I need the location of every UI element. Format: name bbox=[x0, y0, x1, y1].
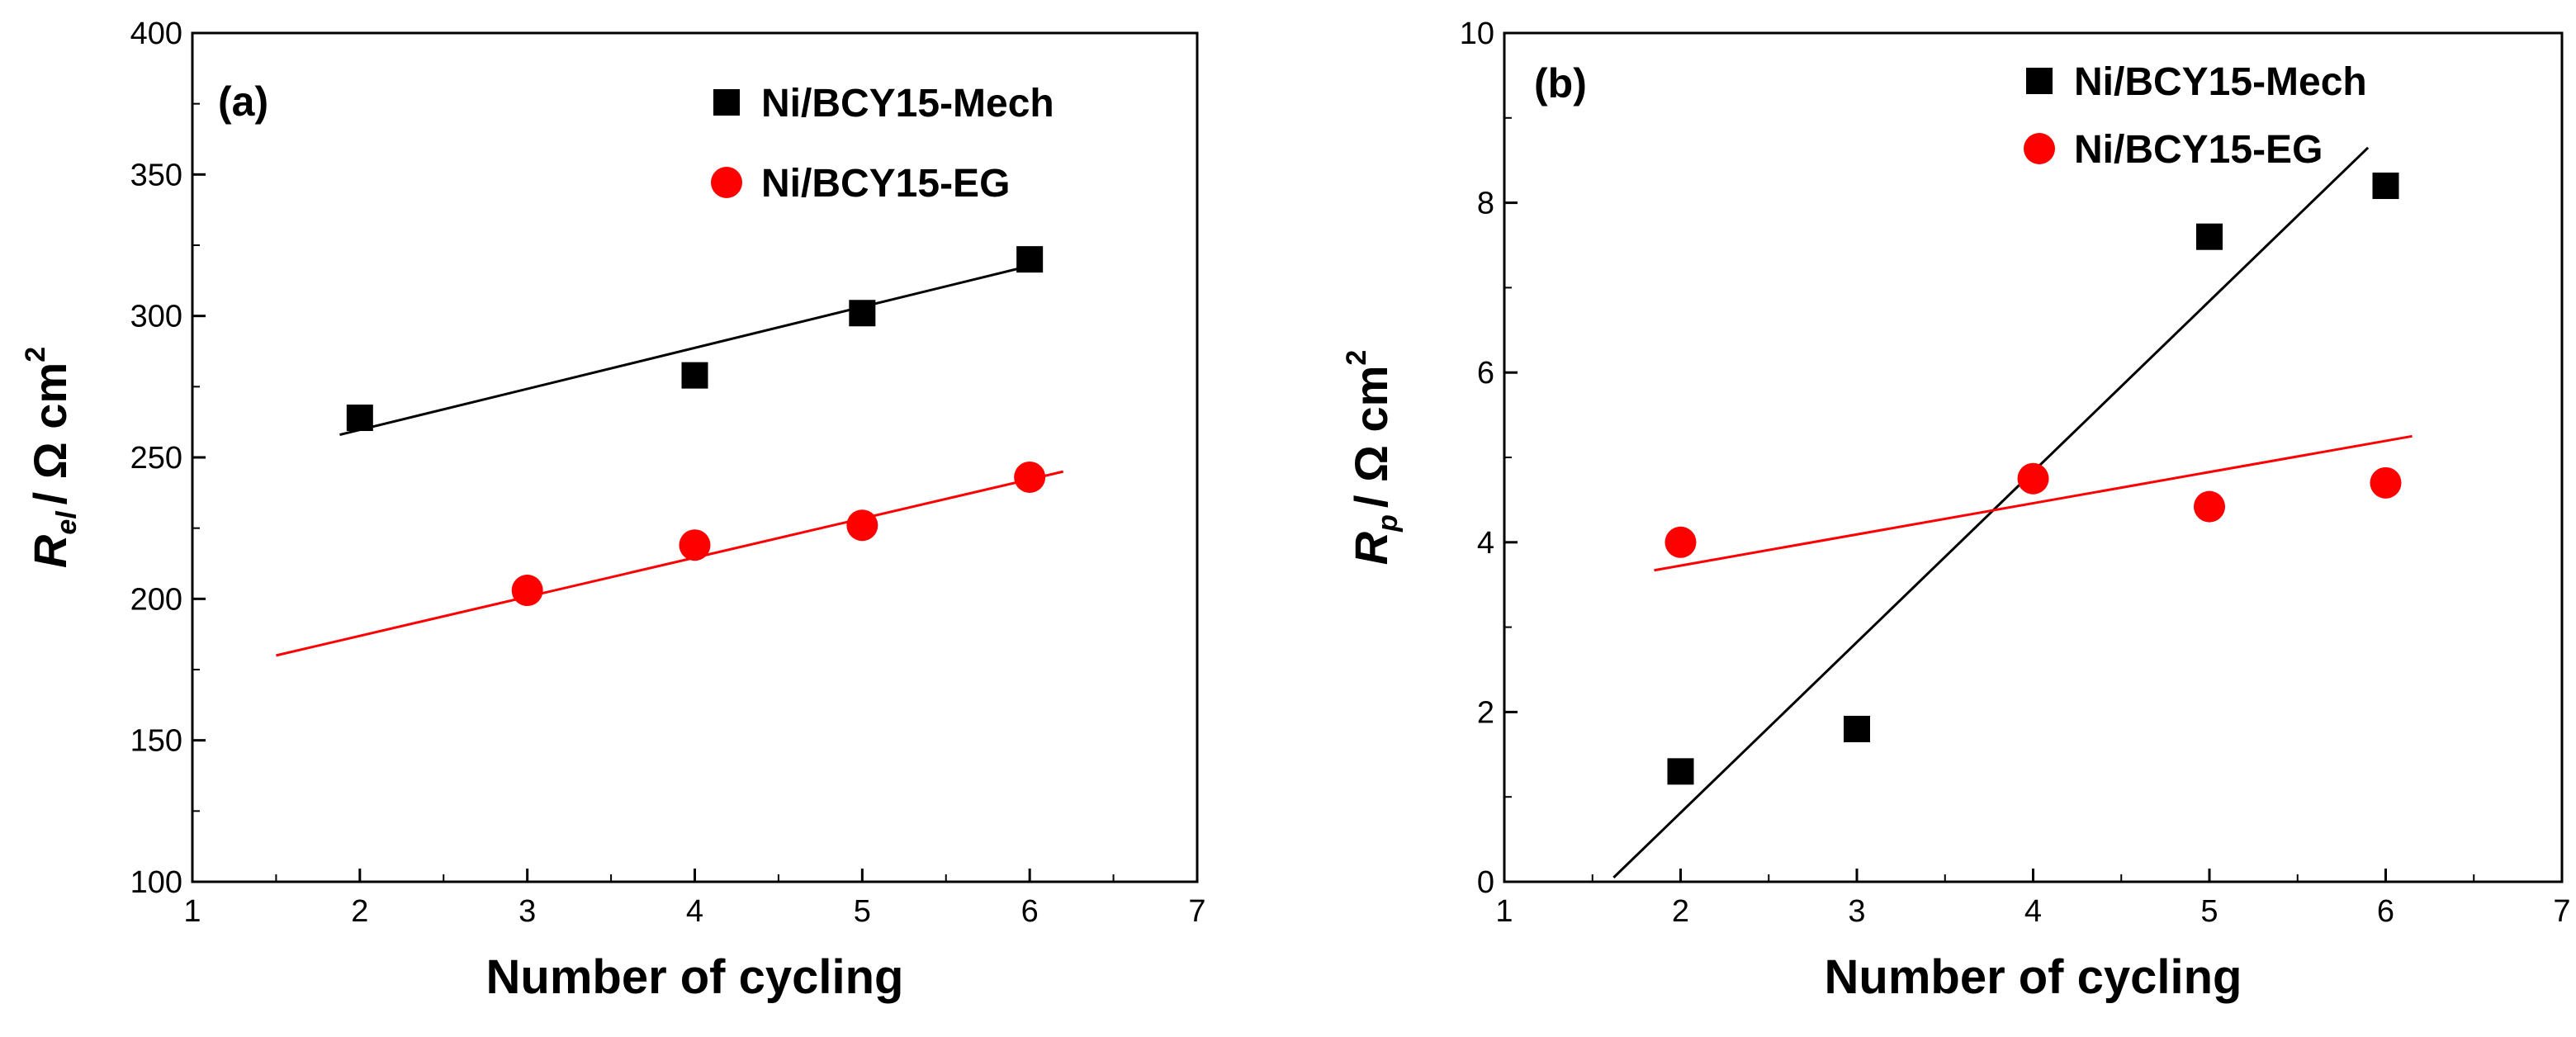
data-point-circle bbox=[846, 509, 878, 542]
data-point-square bbox=[2196, 223, 2223, 250]
y-tick-label: 2 bbox=[1477, 695, 1494, 730]
panel-b-data-points bbox=[1664, 173, 2402, 785]
legend-label-eg: Ni/BCY15-EG bbox=[2074, 128, 2323, 172]
y-superscript: 2 bbox=[20, 347, 51, 362]
panel-a-label: (a) bbox=[218, 78, 268, 125]
x-tick-label: 4 bbox=[686, 894, 703, 929]
data-point-circle bbox=[511, 575, 543, 607]
y-unit: / Ω cm bbox=[1345, 366, 1397, 509]
fit-line bbox=[339, 263, 1034, 437]
x-tick-label: 2 bbox=[1672, 894, 1689, 929]
y-symbol: R bbox=[24, 534, 76, 568]
fit-line bbox=[276, 470, 1064, 657]
x-tick-label: 4 bbox=[2024, 894, 2042, 929]
y-tick-label: 150 bbox=[130, 724, 182, 759]
data-point-circle bbox=[1014, 461, 1046, 493]
y-subscript: p bbox=[1372, 514, 1404, 533]
y-tick-label: 300 bbox=[130, 300, 182, 334]
y-tick-label: 4 bbox=[1477, 526, 1494, 561]
x-tick-label: 5 bbox=[854, 894, 871, 929]
data-point-circle bbox=[2017, 462, 2049, 495]
legend-marker-eg bbox=[711, 167, 742, 198]
data-point-circle bbox=[2194, 490, 2225, 523]
panel-a-ticks: 1 2 3 4 5 6 7 100 150 200 250 300 350 400 bbox=[130, 17, 1206, 929]
panel-a-legend: Ni/BCY15-Mech Ni/BCY15-EG bbox=[711, 82, 1054, 206]
panel-b-legend: Ni/BCY15-Mech Ni/BCY15-EG bbox=[2024, 60, 2367, 172]
data-point-square bbox=[1844, 715, 1870, 742]
x-tick-label: 6 bbox=[1021, 894, 1039, 929]
panel-a-x-axis-label: Number of cycling bbox=[486, 950, 904, 1004]
x-tick-label: 6 bbox=[2377, 894, 2394, 929]
x-tick-label: 7 bbox=[1188, 894, 1205, 929]
y-symbol: R bbox=[1345, 531, 1397, 565]
panel-a-y-axis-label: Rel / Ω cm2 bbox=[20, 347, 83, 568]
data-point-square bbox=[346, 405, 373, 432]
x-tick-label: 1 bbox=[1495, 894, 1513, 929]
y-unit: / Ω cm bbox=[24, 362, 76, 505]
y-tick-label: 400 bbox=[130, 17, 182, 51]
legend-marker-mech bbox=[2026, 68, 2053, 94]
x-tick-label: 2 bbox=[351, 894, 368, 929]
panel-b: 1 2 3 4 5 6 7 0 2 4 6 8 10 (b) Ni/BCY15-Mech Ni/BCY1… bbox=[1341, 17, 2571, 1004]
y-tick-label: 0 bbox=[1477, 865, 1494, 900]
x-tick-label: 5 bbox=[2200, 894, 2218, 929]
y-tick-label: 200 bbox=[130, 582, 182, 617]
panel-a: 1 2 3 4 5 6 7 100 150 200 250 300 350 400 (a) Ni/BCY1… bbox=[20, 17, 1206, 1004]
x-tick-label: 1 bbox=[183, 894, 201, 929]
data-point-circle bbox=[2370, 466, 2402, 499]
legend-marker-mech bbox=[713, 89, 740, 116]
legend-label-eg: Ni/BCY15-EG bbox=[761, 162, 1010, 206]
panel-a-plot-frame bbox=[191, 31, 1199, 883]
y-tick-label: 6 bbox=[1477, 356, 1494, 391]
fit-line bbox=[1612, 146, 2370, 878]
y-tick-label: 10 bbox=[1460, 17, 1494, 51]
legend-label-mech: Ni/BCY15-Mech bbox=[2074, 60, 2367, 104]
y-tick-label: 100 bbox=[130, 865, 182, 900]
x-tick-label: 7 bbox=[2553, 894, 2570, 929]
panel-a-fit-lines bbox=[276, 263, 1064, 657]
panel-b-y-axis-label: Rp / Ω cm2 bbox=[1341, 350, 1404, 566]
fit-line bbox=[1654, 434, 2413, 572]
x-tick-label: 3 bbox=[1848, 894, 1865, 929]
panel-b-fit-lines bbox=[1612, 146, 2413, 878]
panel-b-x-axis-label: Number of cycling bbox=[1825, 950, 2242, 1004]
x-tick-label: 3 bbox=[519, 894, 536, 929]
data-point-square bbox=[849, 300, 876, 327]
legend-marker-eg bbox=[2024, 133, 2055, 164]
data-point-square bbox=[2372, 173, 2399, 200]
y-tick-label: 250 bbox=[130, 441, 182, 476]
panel-a-data-points bbox=[346, 246, 1046, 607]
data-point-square bbox=[1667, 758, 1694, 785]
y-tick-label: 8 bbox=[1477, 187, 1494, 221]
data-point-square bbox=[1016, 246, 1044, 273]
y-tick-label: 350 bbox=[130, 158, 182, 192]
data-point-circle bbox=[1664, 526, 1697, 558]
legend-label-mech: Ni/BCY15-Mech bbox=[761, 82, 1054, 125]
panel-b-label: (b) bbox=[1534, 60, 1587, 107]
y-subscript: el bbox=[51, 510, 83, 535]
panel-b-ticks: 1 2 3 4 5 6 7 0 2 4 6 8 10 bbox=[1460, 17, 2571, 929]
y-superscript: 2 bbox=[1341, 350, 1372, 366]
data-point-circle bbox=[679, 529, 711, 561]
data-point-square bbox=[681, 362, 708, 389]
